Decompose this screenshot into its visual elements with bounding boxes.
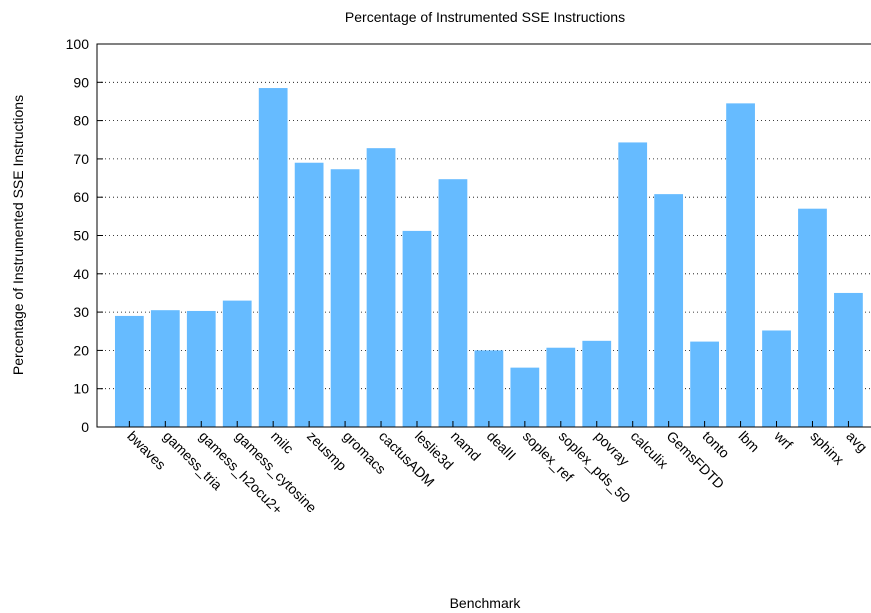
y-ticks: 0 10 20 30 40 50 60 70 80 90 100 (66, 36, 103, 435)
bar-gamess_cytosine (222, 300, 252, 427)
bar-lbm (726, 103, 755, 428)
bar-povray (582, 340, 612, 427)
y-tick-label: 60 (73, 189, 89, 205)
x-tick-label: sphinx (807, 428, 847, 468)
bar-namd (438, 179, 468, 427)
bar-milc (258, 88, 288, 428)
bar-cactusADM (366, 148, 396, 427)
bar-avg (834, 292, 863, 427)
bar-gamess_h2ocu2+ (186, 310, 216, 427)
y-tick-label: 20 (73, 342, 89, 358)
x-tick-label: avg (843, 428, 870, 455)
y-tick-label: 40 (73, 266, 89, 282)
bar-bwaves (114, 315, 144, 427)
bar-GemsFDTD (654, 194, 684, 427)
x-ticks: bwavesgamess_triagamess_h2ocu2+gamess_cy… (124, 421, 871, 518)
bar-gromacs (330, 169, 360, 427)
bar-leslie3d (402, 230, 432, 427)
x-tick-label: dealII (484, 428, 520, 464)
bar-gamess_tria (150, 310, 180, 427)
x-tick-label: wrf (771, 427, 796, 452)
y-tick-label: 30 (73, 304, 89, 320)
y-axis-label: Percentage of Instrumented SSE Instructi… (10, 95, 26, 375)
bar-soplex_pds_50 (546, 347, 576, 427)
bar-zeusmp (294, 162, 324, 428)
bar-soplex_ref (510, 367, 540, 427)
chart-title: Percentage of Instrumented SSE Instructi… (345, 9, 625, 25)
bar-dealII (474, 350, 504, 427)
x-tick-label: milc (268, 428, 297, 457)
y-tick-label: 50 (73, 228, 89, 244)
bar-calculix (618, 142, 648, 427)
y-tick-label: 10 (73, 381, 89, 397)
x-tick-label: calculix (628, 428, 672, 472)
y-tick-label: 70 (73, 151, 89, 167)
y-tick-label: 0 (81, 419, 89, 435)
y-tick-label: 90 (73, 74, 89, 90)
y-tick-label: 100 (66, 36, 90, 52)
y-tick-label: 80 (73, 113, 89, 129)
bar-tonto (690, 341, 719, 427)
bar-sphinx (798, 208, 827, 427)
bars (114, 88, 863, 428)
x-tick-label: lbm (735, 428, 762, 455)
bar-wrf (762, 330, 791, 427)
x-tick-label: bwaves (124, 428, 169, 473)
x-axis-label: Benchmark (450, 595, 522, 611)
plot-frame (96, 43, 871, 428)
